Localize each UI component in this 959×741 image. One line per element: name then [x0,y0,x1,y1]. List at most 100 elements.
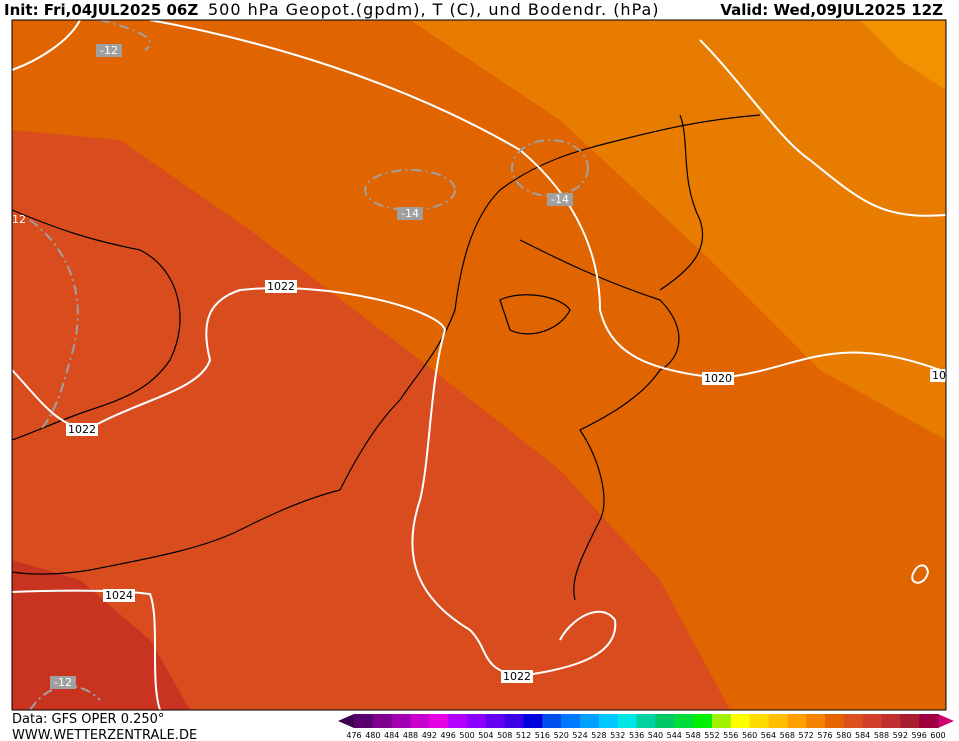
colorbar-swatch [674,714,694,728]
colorbar-swatch [862,714,882,728]
colorbar-label: 480 [365,731,380,740]
colorbar-swatch [881,714,901,728]
colorbar-swatch [542,714,562,728]
valid-time: Valid: Wed,09JUL2025 12Z [720,1,943,19]
colorbar-swatch [598,714,619,728]
colorbar-label: 552 [704,731,719,740]
map-title: 500 hPa Geopot.(gpdm), T (C), und Bodend… [208,0,660,19]
field-band [12,560,190,710]
colorbar-label: 520 [554,731,569,740]
data-source: Data: GFS OPER 0.250° [12,712,164,727]
isobar [11,589,161,711]
colorbar-label: 516 [535,731,550,740]
colorbar-swatch [843,714,864,728]
label-box [702,372,734,385]
label-box [265,280,297,293]
colorbar-label: 536 [629,731,644,740]
colorbar-swatch [711,714,732,728]
colorbar-swatch [523,714,543,728]
label-box [547,193,573,206]
colorbar-label: 540 [648,731,663,740]
isotherm [99,19,151,51]
border [11,489,341,575]
colorbar-label: 492 [422,731,437,740]
colorbar-label: 580 [836,731,851,740]
colorbar-arrow [938,714,954,728]
colorbar-swatch [730,714,751,728]
colorbar-swatch [693,714,713,728]
field-band [860,20,946,90]
label-box [103,589,135,602]
colorbar: 476 480 484 488 492 496 500 504 508 512 516 520 524 5… [338,714,954,740]
colorbar-label: 508 [497,731,512,740]
map: 1022 1022 1020 10 1024 1022 12 -12 -14 -… [11,19,947,711]
colorbar-swatch [448,714,468,728]
colorbar-label: 576 [817,731,832,740]
colorbar-label: 596 [912,731,927,740]
field-band [12,130,730,710]
init-time: Init: Fri,04JUL2025 06Z [4,1,198,19]
border [519,239,680,601]
label-box [50,676,76,689]
temperature-label: -14 [551,193,569,206]
colorbar-swatch [617,714,638,728]
colorbar-swatch [806,714,826,728]
colorbar-swatch [391,714,412,728]
colorbar-swatch [410,714,430,728]
colorbar-label: 564 [761,731,776,740]
label-box [397,207,423,220]
colorbar-swatch [655,714,675,728]
pressure-label: 1022 [68,423,96,436]
colorbar-label: 488 [403,731,418,740]
label-box [96,44,122,57]
isotherm [29,219,79,431]
site-name: WWW.WETTERZENTRALE.DE [12,728,197,741]
label-box [501,670,533,683]
colorbar-swatch [749,714,769,728]
pressure-label: 1024 [105,589,133,602]
colorbar-swatch [485,714,506,728]
pressure-label: 1022 [503,670,531,683]
colorbar-label: 544 [667,731,682,740]
temperature-label: -12 [100,44,118,57]
isotherm [364,169,456,211]
colorbar-label: 512 [516,731,531,740]
isobar [699,39,947,217]
field-band [410,20,946,440]
border [659,114,704,291]
colorbar-swatch [824,714,845,728]
contour-labels: 1022 1022 1020 10 1024 1022 12 -12 -14 -… [12,44,946,689]
colorbar-label: 556 [723,731,738,740]
colorbar-label: 484 [384,731,399,740]
colorbar-swatch [580,714,600,728]
pressure-label: 12 [12,213,26,226]
pressure-label: 1020 [704,372,732,385]
label-box [66,423,98,436]
temperature-label: -14 [401,207,419,220]
colorbar-swatch [429,714,449,728]
colorbar-swatch [768,714,788,728]
colorbar-swatch [787,714,807,728]
isobar [149,19,941,380]
colorbar-label: 500 [459,731,474,740]
colorbar-label: 568 [780,731,795,740]
colorbar-label: 560 [742,731,757,740]
coastline [11,209,181,441]
pressure-label: 10 [932,369,946,382]
colorbar-swatch [354,714,374,728]
lake [499,294,571,335]
isobar [11,19,81,71]
colorbar-label: 476 [346,731,361,740]
colorbar-swatch [636,714,656,728]
colorbar-label: 572 [798,731,813,740]
colorbar-swatch [900,714,920,728]
isotherm [511,139,589,197]
pressure-label: 1022 [267,280,295,293]
colorbar-label: 496 [441,731,456,740]
map-frame [11,19,947,711]
colorbar-arrow [338,714,354,728]
colorbar-label: 504 [478,731,493,740]
isobar [11,287,617,678]
colorbar-label: 532 [610,731,625,740]
